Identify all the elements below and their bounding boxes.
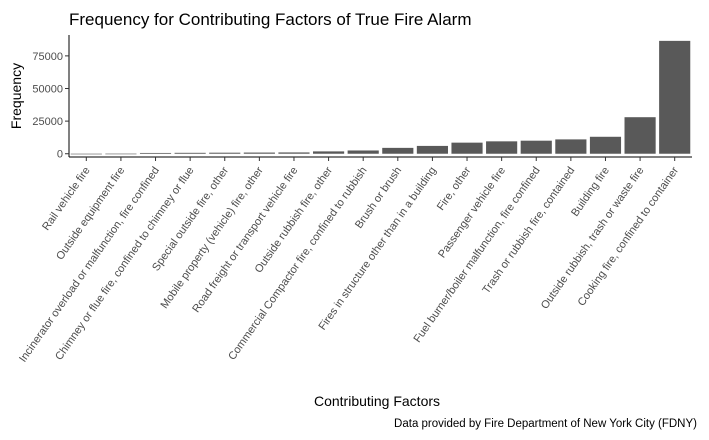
y-tick-label: 75000 <box>32 51 63 63</box>
bar <box>589 136 622 154</box>
bar <box>174 152 206 154</box>
x-tick-label: Incinerator overload or malfunction, fir… <box>17 165 162 365</box>
bar <box>451 142 483 154</box>
bar <box>416 145 448 154</box>
chart-title: Frequency for Contributing Factors of Tr… <box>69 10 472 29</box>
bar <box>659 40 691 154</box>
bar <box>313 151 345 154</box>
bar <box>347 150 379 154</box>
x-tick-label: Fuel burner/boiler malfunction, fire con… <box>412 165 543 345</box>
bar <box>70 153 102 155</box>
x-tick-label: Passenger vehicle fire <box>436 165 508 261</box>
y-tick-label: 25000 <box>32 116 63 128</box>
y-axis-title: Frequency <box>8 63 24 129</box>
bar <box>486 141 518 154</box>
bar <box>278 152 310 154</box>
x-tick-label: Outside equipment fire <box>54 165 127 263</box>
bar <box>243 152 275 154</box>
caption: Data provided by Fire Department of New … <box>394 418 697 430</box>
y-tick-label: 50000 <box>32 83 63 95</box>
bar <box>555 139 587 154</box>
x-axis-title: Contributing Factors <box>314 393 440 409</box>
bar <box>209 152 241 154</box>
bar <box>105 153 137 155</box>
bar <box>520 140 552 154</box>
y-tick-label: 0 <box>57 149 63 161</box>
x-tick-label: Fire, other <box>435 165 474 213</box>
bar <box>624 117 656 154</box>
bar <box>139 152 172 154</box>
bar <box>382 147 414 154</box>
